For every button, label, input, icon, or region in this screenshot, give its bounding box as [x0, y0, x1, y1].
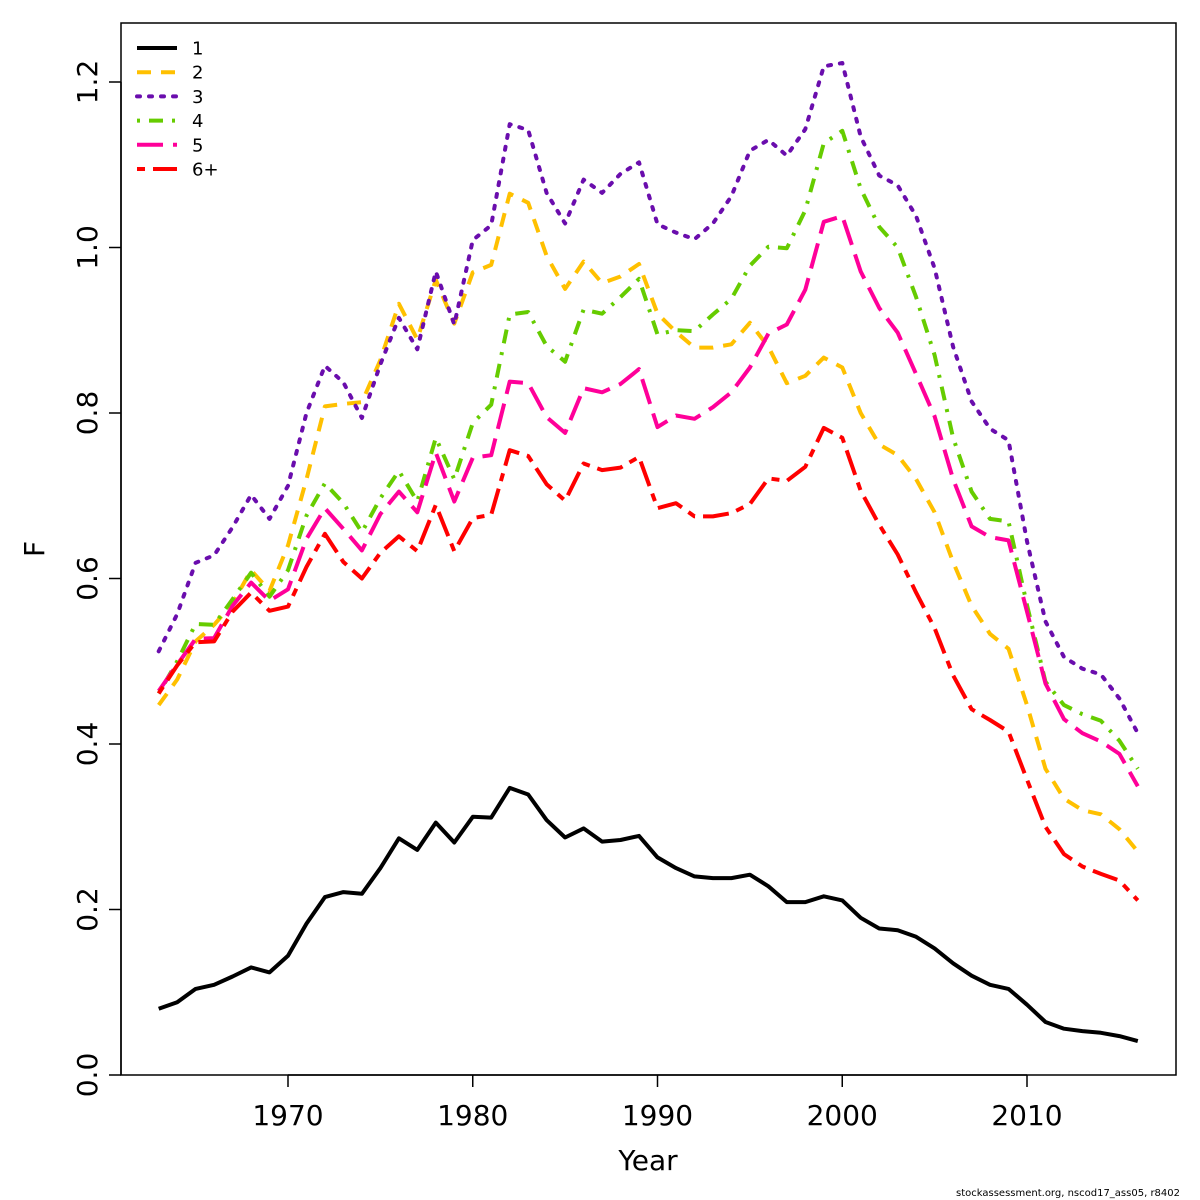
- legend-label: 5: [192, 135, 203, 156]
- y-tick-label: 0.0: [71, 1053, 104, 1098]
- series-points-4: [159, 131, 1138, 769]
- series-lines: [156, 61, 1140, 1044]
- x-tick-label: 1980: [437, 1099, 508, 1132]
- series-line-5: [157, 214, 1140, 788]
- y-axis-title: F: [18, 541, 51, 557]
- x-axis-title: Year: [617, 1144, 678, 1177]
- series-points-5: [159, 216, 1138, 786]
- x-tick-label: 1990: [622, 1099, 693, 1132]
- footnote: stockassessment.org, nscod17_ass05, r840…: [956, 1188, 1180, 1199]
- series-line-1: [158, 785, 1139, 1044]
- series-points-2: [159, 194, 1138, 852]
- series-points-1: [159, 788, 1138, 1041]
- x-tick-label: 2000: [807, 1099, 878, 1132]
- legend-label: 2: [192, 63, 203, 84]
- series-line-4: [156, 128, 1140, 770]
- legend-label: 1: [192, 39, 203, 60]
- series-points-6plus: [159, 428, 1138, 901]
- series-line-2: [157, 191, 1140, 853]
- y-tick-label: 0.4: [71, 722, 104, 767]
- series-line-3: [156, 61, 1140, 736]
- plot-frame: [120, 22, 1177, 1076]
- y-tick-label: 1.2: [71, 60, 104, 105]
- y-axis: 0.0 0.2 0.4 0.6 0.8 1.0 1.2: [71, 60, 122, 1098]
- series-line-6plus: [157, 425, 1140, 902]
- legend-label: 3: [192, 87, 203, 108]
- legend-label: 6+: [192, 160, 219, 181]
- y-tick-label: 0.6: [71, 556, 104, 601]
- y-tick-label: 1.0: [71, 225, 104, 270]
- y-tick-label: 0.2: [71, 887, 104, 932]
- legend: 1 2 3 4 5 6+: [135, 39, 219, 181]
- x-tick-label: 1970: [252, 1099, 323, 1132]
- x-axis: 1970 1980 1990 2000 2010: [252, 1074, 1063, 1132]
- y-tick-label: 0.8: [71, 391, 104, 436]
- legend-label: 4: [192, 111, 203, 132]
- x-tick-label: 2010: [991, 1099, 1062, 1132]
